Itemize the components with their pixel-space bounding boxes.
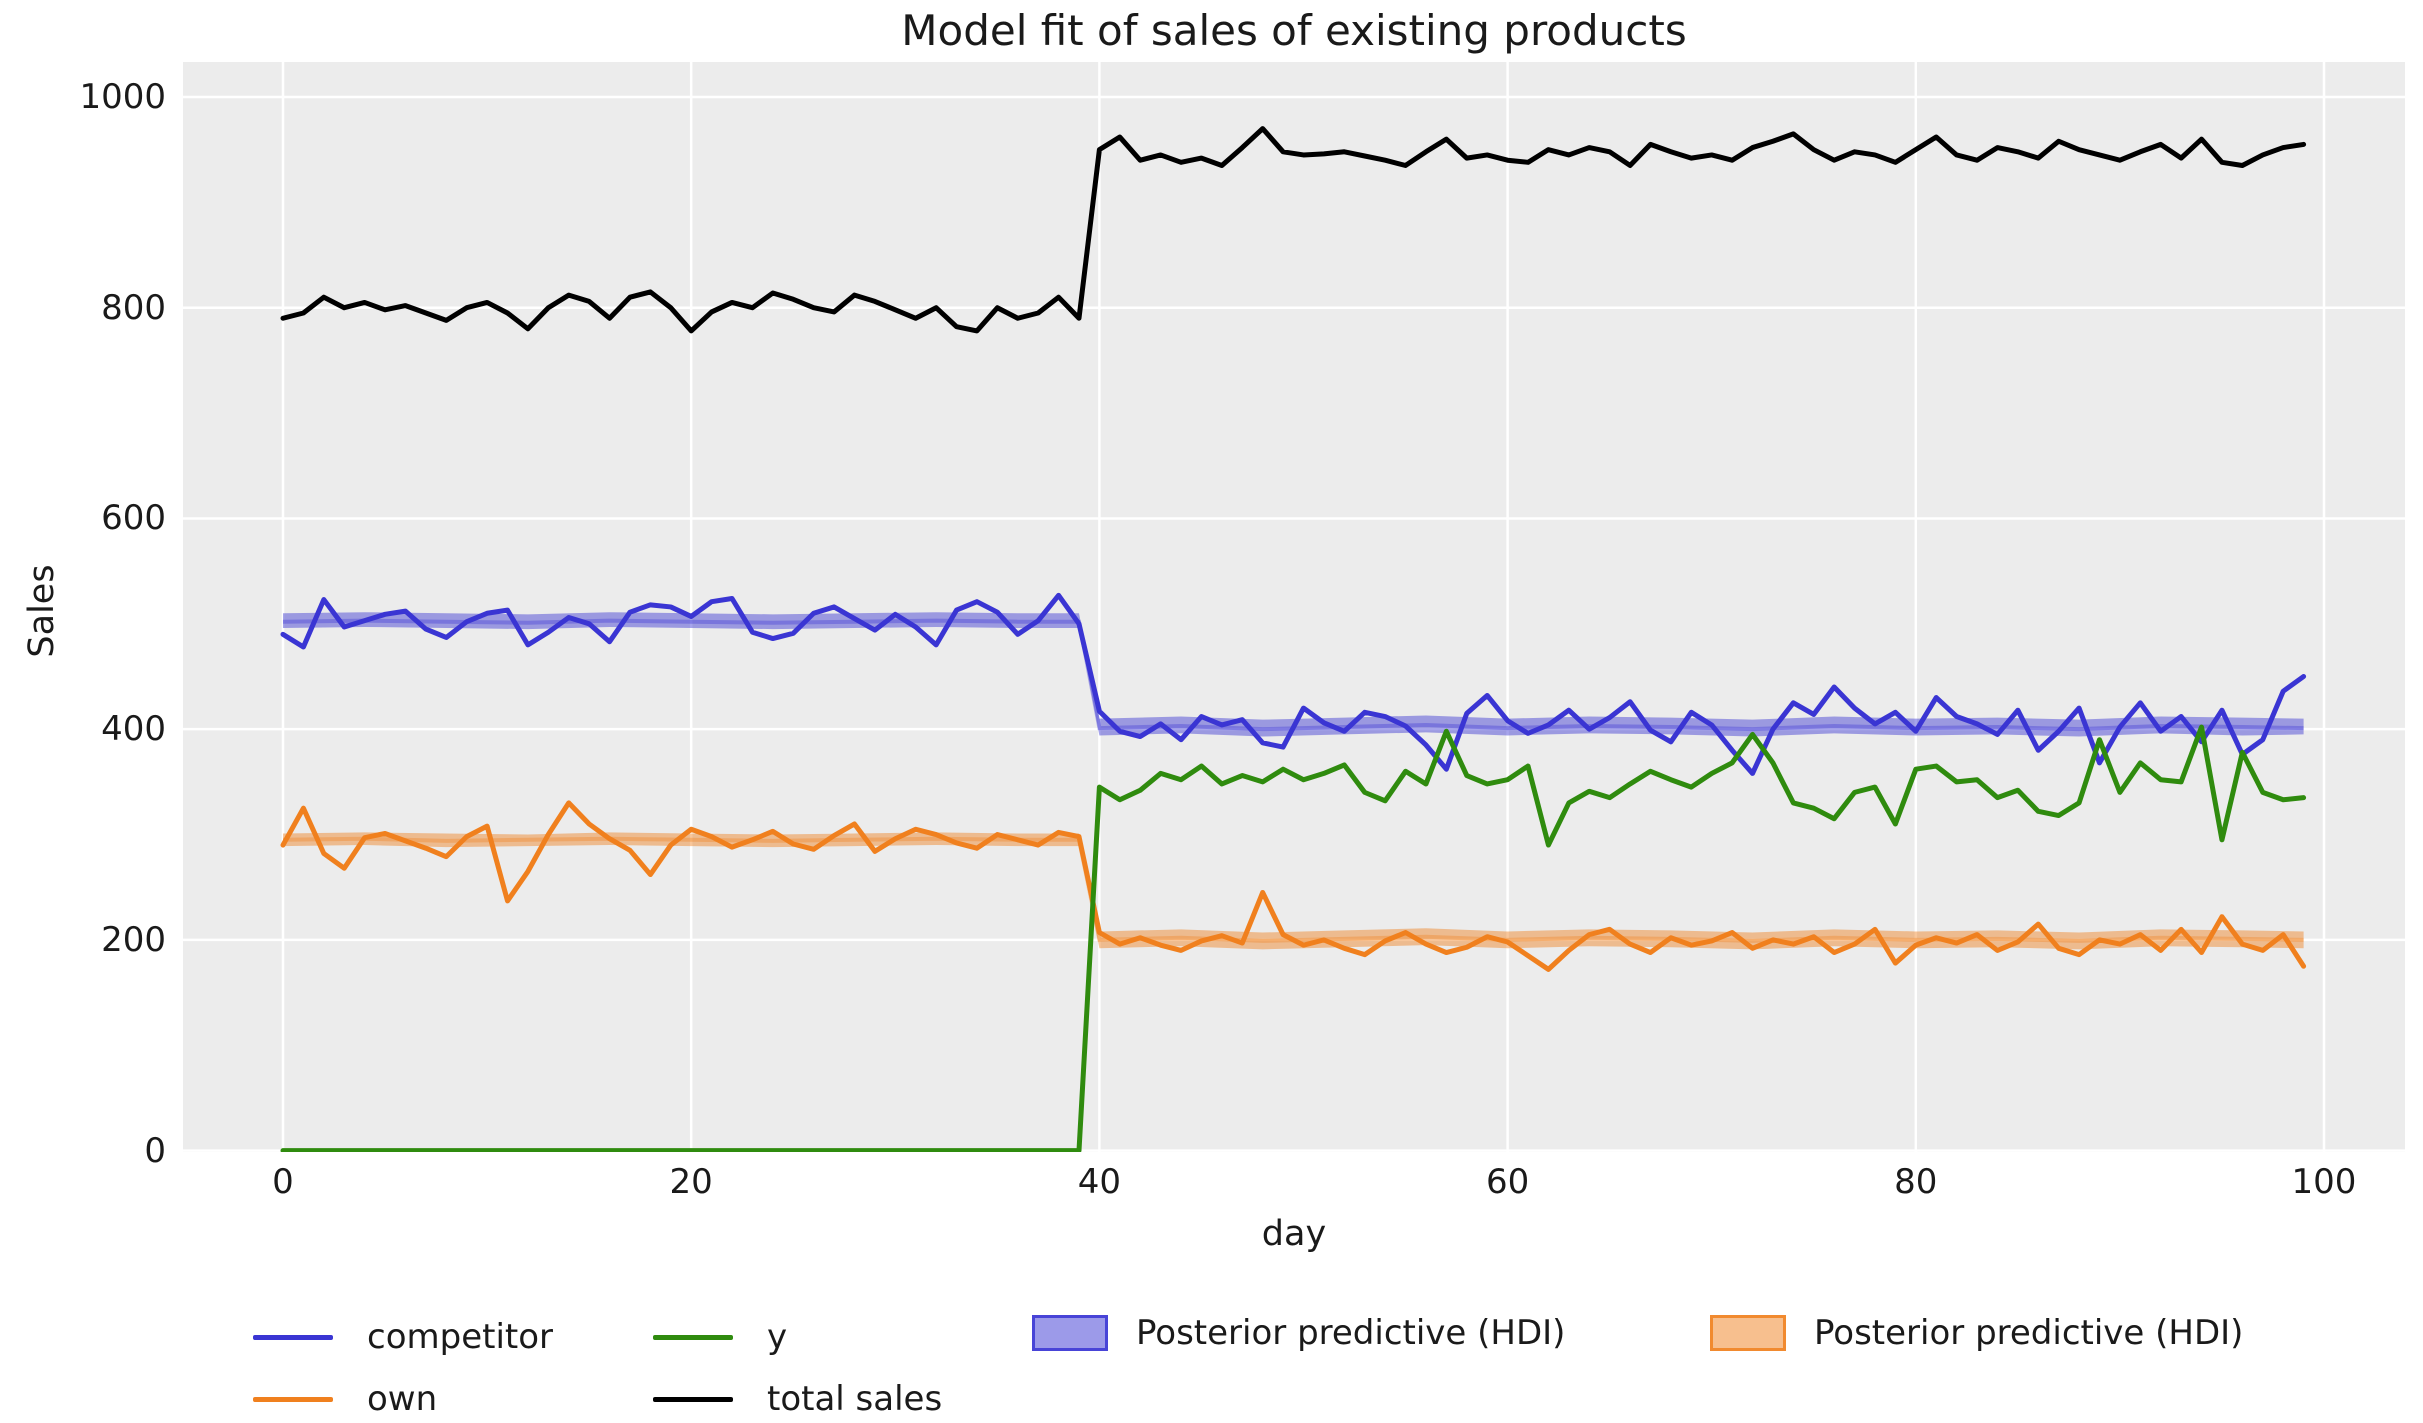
series-total-sales [280, 126, 2307, 334]
own-line-swatch [253, 1396, 333, 1402]
x-tick-label: 60 [1485, 1162, 1530, 1202]
hdi-blue-patch-swatch [1032, 1315, 1108, 1351]
plot-area [183, 62, 2405, 1152]
legend-item-competitor: competitor [253, 1314, 553, 1360]
legend-label: Posterior predictive (HDI) [1814, 1313, 2244, 1353]
series-competitor [280, 592, 2307, 776]
x-tick-label: 0 [272, 1162, 294, 1202]
posterior-mean-line [282, 618, 2304, 732]
chart-title: Model fit of sales of existing products [901, 6, 1687, 55]
legend-item-hdi-own: Posterior predictive (HDI) [1710, 1310, 2243, 1356]
series-own [280, 800, 2307, 972]
series-y [280, 724, 2307, 1152]
legend-item-hdi-competitor: Posterior predictive (HDI) [1032, 1310, 1565, 1356]
posterior-mean-line [282, 836, 2304, 943]
plot-group [183, 62, 2405, 1152]
y-tick-label: 0 [144, 1130, 166, 1171]
legend-item-y: y [653, 1314, 787, 1360]
hdi-band [283, 832, 2304, 950]
x-axis-label: day [1261, 1214, 1327, 1254]
y-line-swatch [653, 1334, 733, 1340]
x-tick-label: 40 [1077, 1162, 1122, 1202]
hdi-band [283, 612, 2304, 737]
y-tick-label: 400 [101, 709, 166, 750]
x-tick-label: 100 [2291, 1162, 2357, 1202]
y-tick-label: 600 [101, 498, 166, 539]
y-tick-label: 1000 [79, 77, 166, 117]
x-tick-label: 80 [1894, 1162, 1938, 1202]
y-tick-label: 200 [101, 919, 166, 960]
x-tick-label: 20 [669, 1162, 713, 1202]
legend-label: competitor [367, 1317, 554, 1357]
total-sales-line-swatch [653, 1396, 733, 1402]
competitor-line-swatch [253, 1334, 333, 1340]
legend-item-own: own [253, 1376, 437, 1422]
y-tick-label: 800 [101, 287, 166, 328]
hdi-orange-patch-swatch [1710, 1315, 1786, 1351]
legend-label: own [367, 1379, 438, 1419]
legend-label: y [767, 1317, 788, 1357]
legend-label: total sales [767, 1379, 943, 1419]
legend-item-total-sales: total sales [653, 1376, 942, 1422]
y-axis-label: Sales [22, 564, 62, 658]
legend-label: Posterior predictive (HDI) [1136, 1313, 1566, 1353]
